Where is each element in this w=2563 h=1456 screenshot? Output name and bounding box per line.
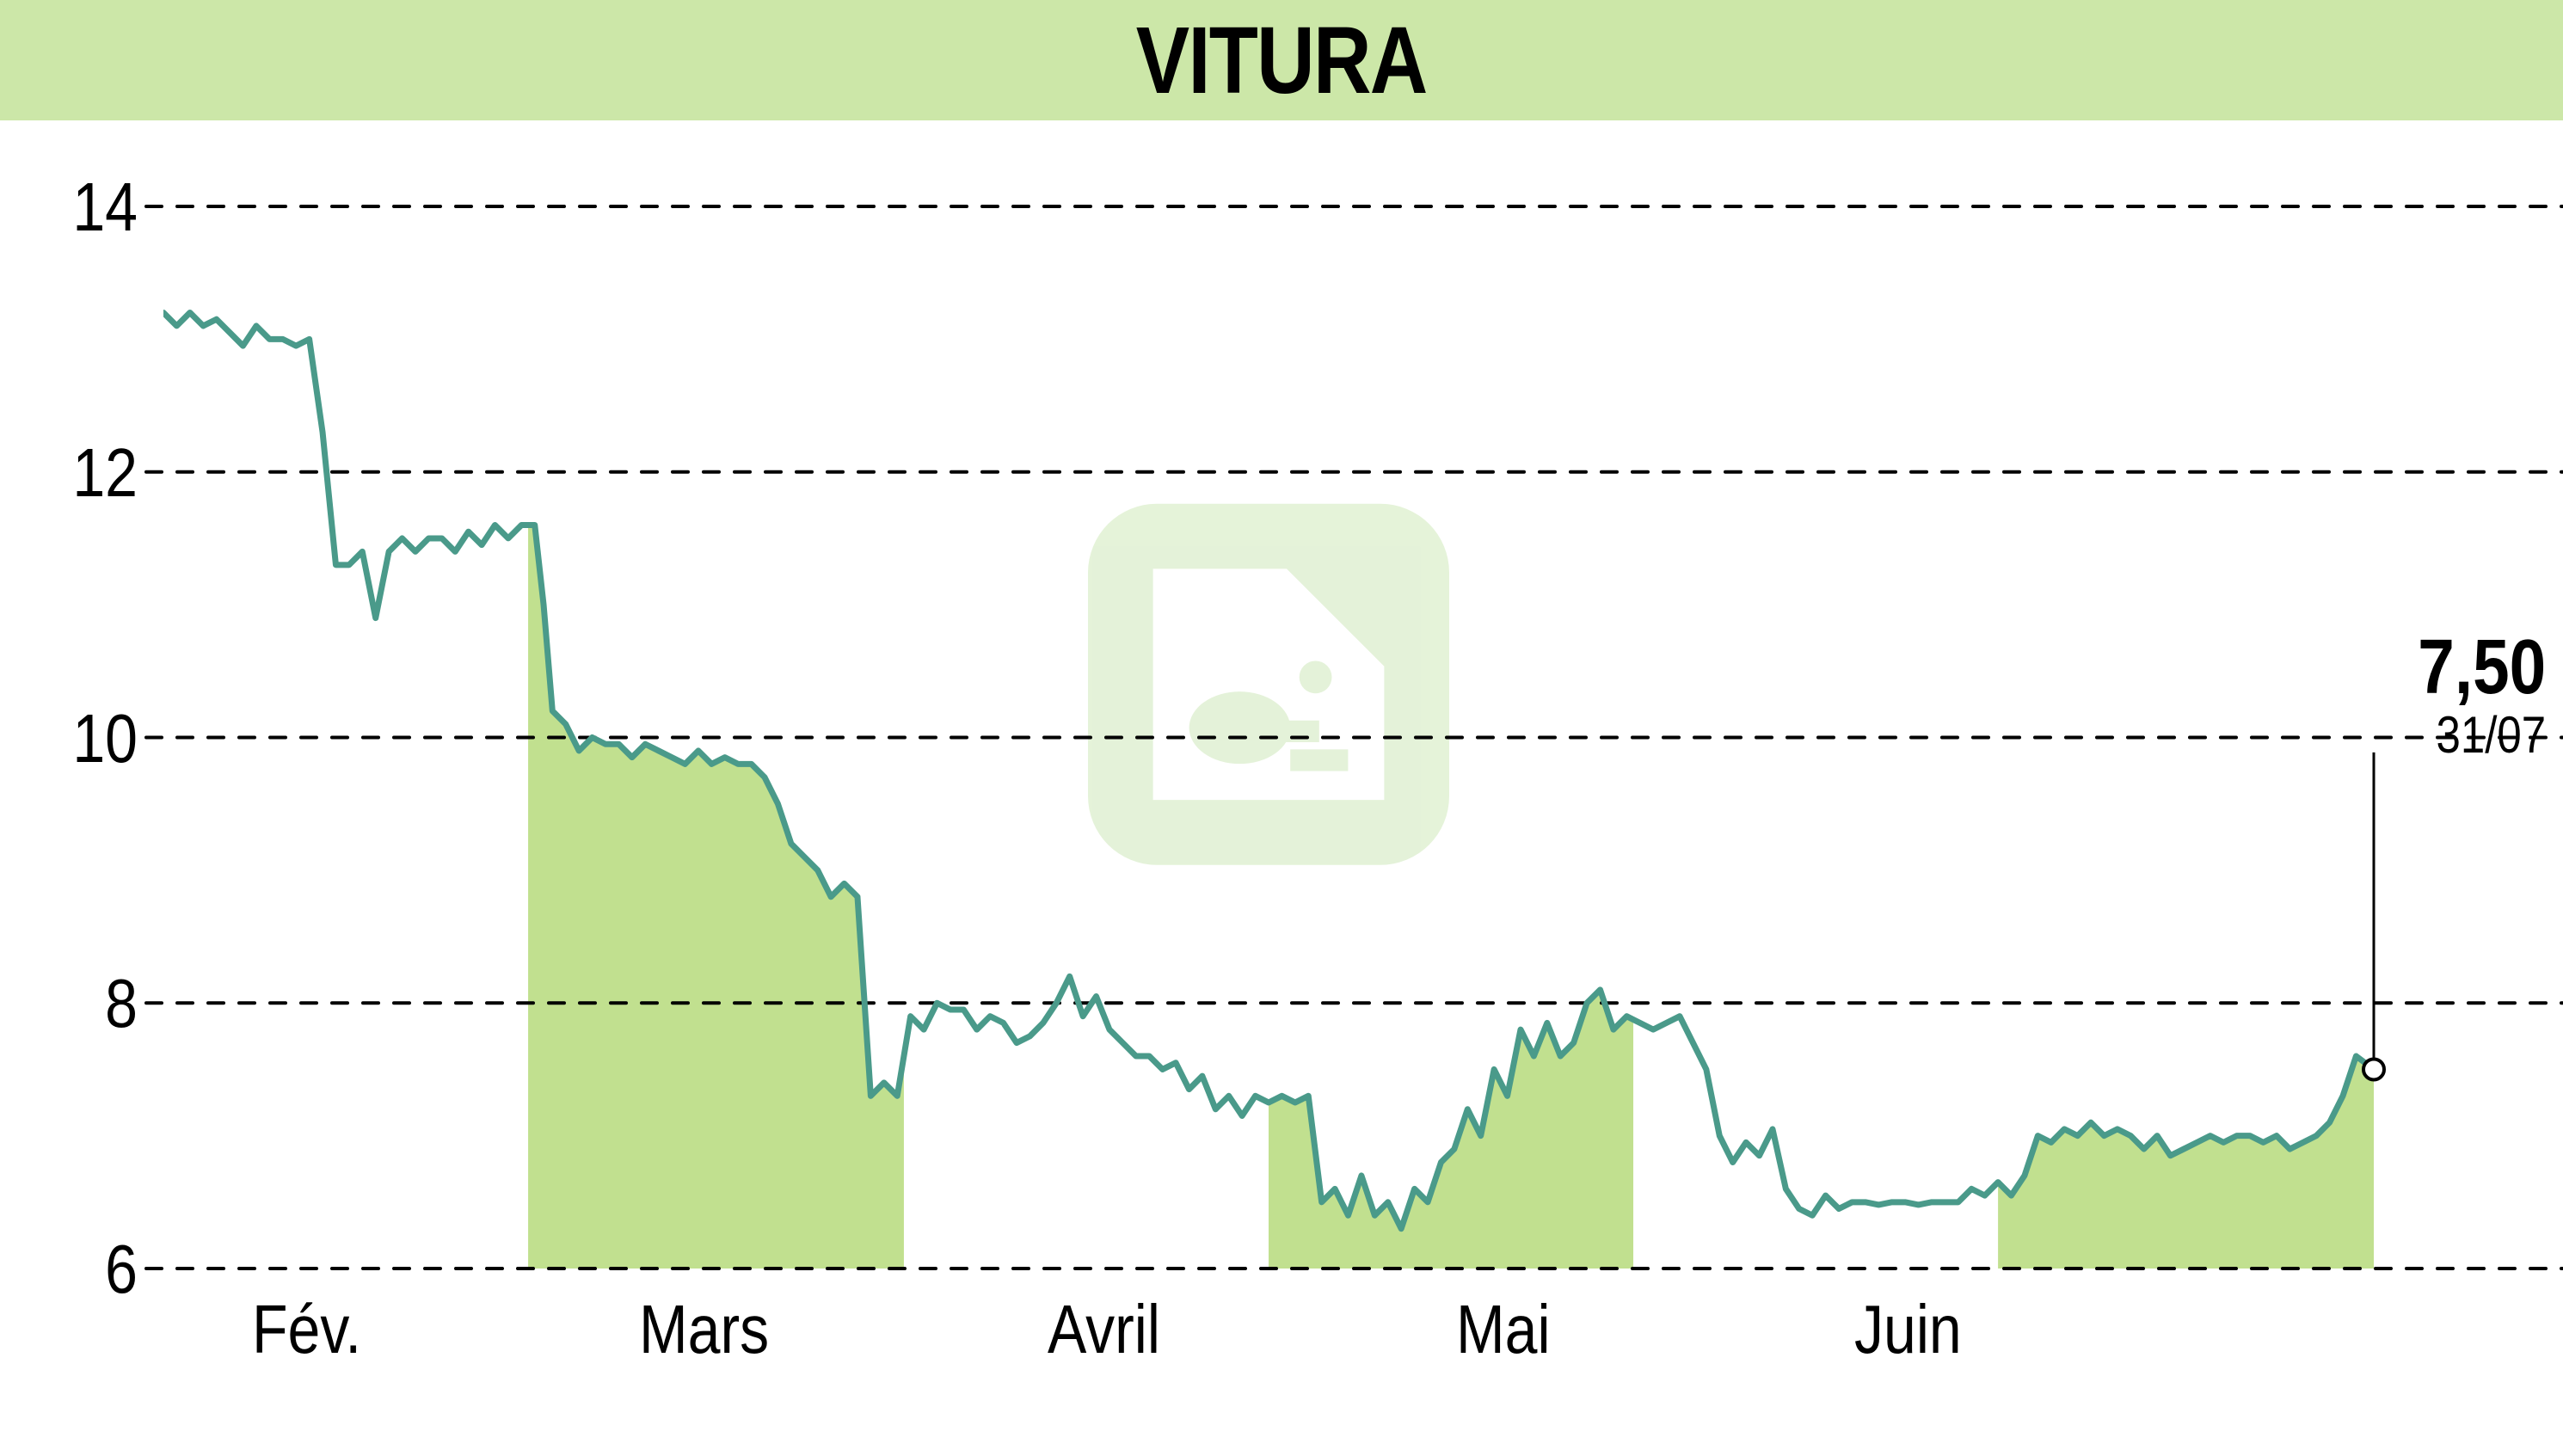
callout-value: 7,50 [2418,624,2546,712]
y-tick-label: 6 [21,1230,138,1309]
stock-chart-page: VITURA 6 8 10 12 14 Fév. Mars Avril Mai Juin 7,503… [0,0,2563,1456]
x-tick-label: Avril [1048,1290,1160,1369]
y-tick-label: 8 [21,964,138,1043]
chart-svg [0,155,2563,1456]
chart-area: 6 8 10 12 14 Fév. Mars Avril Mai Juin 7,5031/07 [0,155,2563,1456]
x-tick-label: Mars [639,1290,769,1369]
y-tick-label: 12 [21,433,138,513]
x-tick-label: Juin [1854,1290,1962,1369]
chart-title: VITURA [1136,6,1427,115]
y-tick-label: 10 [21,699,138,778]
title-bar: VITURA [0,0,2563,120]
callout-date: 31/07 [2436,705,2546,765]
x-tick-label: Mai [1456,1290,1551,1369]
x-tick-label: Fév. [252,1290,361,1369]
y-tick-label: 14 [21,168,138,247]
